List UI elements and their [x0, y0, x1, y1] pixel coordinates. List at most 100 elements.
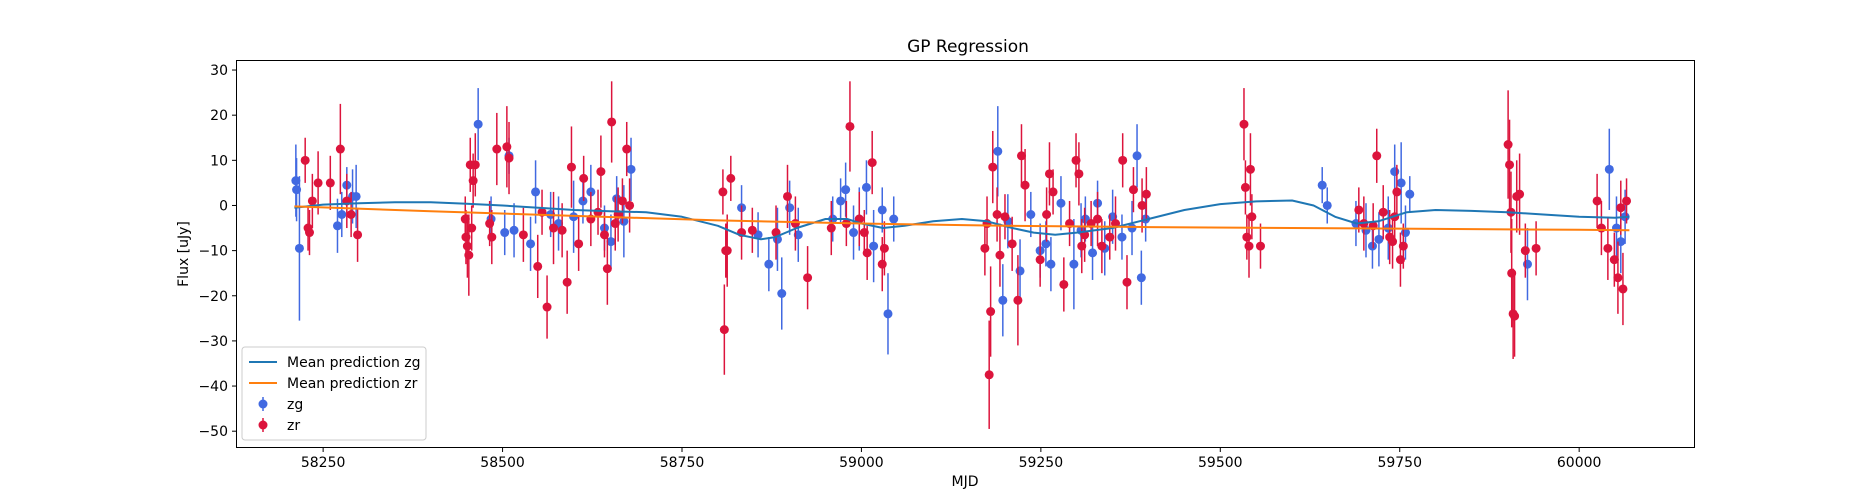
data-point-zr [1035, 255, 1045, 265]
data-point-zr [1244, 241, 1254, 251]
data-point-zr [1105, 232, 1115, 242]
data-point-zr [1141, 189, 1151, 199]
data-point-zr [502, 142, 512, 152]
data-point-zr [593, 207, 603, 217]
data-point-zg [1374, 234, 1384, 244]
data-point-zr [468, 176, 478, 186]
data-point-zr [566, 162, 576, 172]
legend-frame [241, 346, 427, 441]
data-point-zr [1515, 189, 1525, 199]
data-point-zr [1239, 119, 1249, 129]
data-point-zr [726, 173, 736, 183]
data-point-zr [783, 191, 793, 201]
data-point-zr [986, 307, 996, 317]
data-point-zr [1007, 239, 1017, 249]
legend-item-zr-label: zr [287, 418, 300, 434]
data-point-zg [877, 205, 887, 215]
y-tick-label: 10 [210, 153, 228, 169]
data-point-zr [1531, 243, 1541, 253]
data-point-zg [606, 237, 616, 247]
data-point-zr [1388, 237, 1398, 247]
data-point-zg [1136, 273, 1146, 283]
data-point-zr [1000, 212, 1010, 222]
data-point-zr [879, 243, 889, 253]
data-point-zg [1396, 178, 1406, 188]
data-point-zr [718, 187, 728, 197]
legend: Mean prediction zg Mean prediction zr zg zr [241, 346, 427, 441]
data-point-zr [1255, 241, 1265, 251]
legend-item-zr-marker [258, 420, 268, 430]
data-point-zg [1132, 151, 1142, 161]
data-point-zr [1507, 268, 1517, 278]
data-point-zr [1603, 243, 1613, 253]
data-point-zr [313, 178, 323, 188]
data-point-zr [984, 370, 994, 380]
plot-content [291, 81, 1632, 429]
y-tick-label: −20 [198, 289, 228, 305]
data-point-zr [1093, 214, 1103, 224]
data-point-zr [542, 302, 552, 312]
chart-title: GP Regression [907, 37, 1029, 57]
data-point-zg [337, 209, 347, 219]
data-point-zr [304, 228, 314, 238]
data-point-zg [764, 259, 774, 269]
data-point-zg [332, 221, 342, 231]
data-point-zg [1522, 259, 1532, 269]
data-point-zr [504, 153, 514, 163]
data-point-zg [1026, 209, 1036, 219]
data-point-zr [1059, 279, 1069, 289]
data-point-zg [777, 289, 787, 299]
data-point-zr [622, 144, 632, 154]
plot-area-frame [236, 60, 1695, 448]
data-point-zr [518, 230, 528, 240]
data-point-zr [1074, 169, 1084, 179]
data-point-zg [500, 228, 510, 238]
x-tick-label: 59500 [1198, 455, 1243, 471]
data-point-zr [625, 200, 635, 210]
data-point-zg [836, 196, 846, 206]
data-point-zr [307, 196, 317, 206]
data-point-zr [722, 246, 732, 256]
data-point-zr [353, 230, 363, 240]
data-point-zg [889, 214, 899, 224]
data-point-zr [300, 155, 310, 165]
y-axis-label: Flux [uJy] [176, 221, 192, 287]
x-tick-label: 59750 [1377, 455, 1422, 471]
data-point-zr [533, 261, 543, 271]
data-point-zr [1398, 241, 1408, 251]
data-point-zr [602, 264, 612, 274]
series-zr [300, 81, 1632, 429]
data-point-zr [992, 209, 1002, 219]
data-point-zr [574, 239, 584, 249]
legend-item-zg-label: zg [287, 397, 303, 413]
y-tick-label: −30 [198, 334, 228, 350]
data-point-zg [531, 187, 541, 197]
data-point-zr [549, 223, 559, 233]
data-point-zr [596, 167, 606, 177]
data-point-zr [1128, 185, 1138, 195]
x-tick-label: 59250 [1019, 455, 1064, 471]
data-point-zg [849, 228, 859, 238]
data-point-zr [557, 225, 567, 235]
x-tick-label: 59000 [839, 455, 884, 471]
data-point-zg [785, 203, 795, 213]
data-point-zr [747, 225, 757, 235]
data-point-zr [1097, 241, 1107, 251]
data-point-zg [1088, 248, 1098, 258]
data-point-zr [1247, 212, 1257, 222]
data-point-zg [1127, 223, 1137, 233]
data-point-zr [867, 158, 877, 168]
data-point-zr [346, 209, 356, 219]
data-point-zg [1604, 164, 1614, 174]
data-point-zg [841, 185, 851, 195]
legend-item-mean-zg-label: Mean prediction zg [287, 355, 421, 371]
data-point-zg [869, 241, 879, 251]
data-point-zg [861, 182, 871, 192]
data-point-zg [1117, 232, 1127, 242]
data-point-zr [562, 277, 572, 287]
data-point-zg [1069, 259, 1079, 269]
y-tick-label: −50 [198, 424, 228, 440]
y-tick-label: 0 [219, 198, 228, 214]
data-point-zr [1592, 196, 1602, 206]
